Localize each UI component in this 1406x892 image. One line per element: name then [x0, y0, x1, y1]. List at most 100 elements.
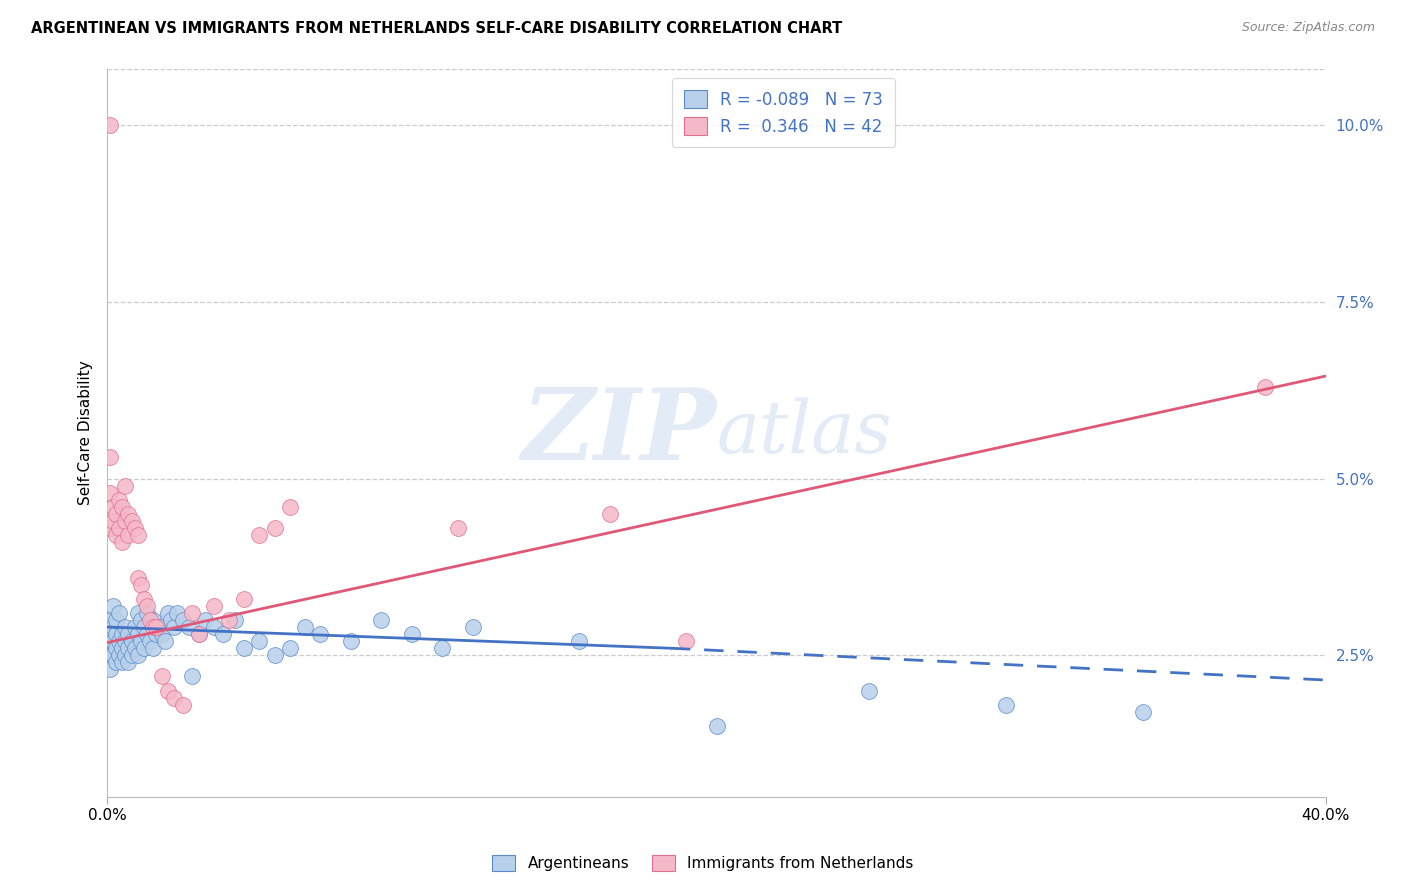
Point [132, 620, 155, 634]
Point [105, 641, 128, 656]
Point [127, 606, 149, 620]
Point [127, 648, 149, 663]
Point [249, 528, 271, 542]
Text: Source: ZipAtlas.com: Source: ZipAtlas.com [1241, 21, 1375, 34]
Point [278, 641, 301, 656]
Point [114, 620, 136, 634]
Point [121, 648, 143, 663]
Point [124, 620, 146, 634]
Point [599, 507, 621, 521]
Point [172, 698, 194, 712]
Point [157, 683, 180, 698]
Point [157, 606, 180, 620]
Point [117, 507, 139, 521]
Point [121, 514, 143, 528]
Point [212, 627, 235, 641]
Point [994, 698, 1017, 712]
Point [179, 620, 201, 634]
Point [111, 500, 134, 514]
Point [145, 627, 167, 641]
Point [153, 634, 176, 648]
Point [111, 535, 134, 549]
Point [172, 613, 194, 627]
Point [139, 634, 162, 648]
Point [706, 719, 728, 733]
Point [233, 641, 256, 656]
Point [108, 521, 131, 535]
Point [278, 500, 301, 514]
Point [127, 570, 149, 584]
Point [160, 613, 183, 627]
Point [1132, 705, 1154, 719]
Point [105, 528, 128, 542]
Point [568, 634, 591, 648]
Point [114, 648, 136, 663]
Point [111, 656, 134, 670]
Point [108, 648, 131, 663]
Point [1254, 379, 1277, 393]
Point [150, 669, 173, 683]
Point [370, 613, 392, 627]
Point [98, 613, 121, 627]
Point [114, 634, 136, 648]
Point [132, 591, 155, 606]
Point [117, 656, 139, 670]
Text: ARGENTINEAN VS IMMIGRANTS FROM NETHERLANDS SELF-CARE DISABILITY CORRELATION CHAR: ARGENTINEAN VS IMMIGRANTS FROM NETHERLAN… [31, 21, 842, 36]
Point [135, 599, 157, 613]
Point [103, 514, 125, 528]
Point [263, 648, 285, 663]
Point [105, 613, 128, 627]
Point [461, 620, 484, 634]
Point [105, 656, 128, 670]
Point [142, 641, 165, 656]
Point [98, 627, 121, 641]
Point [675, 634, 697, 648]
Point [129, 577, 152, 591]
Point [124, 521, 146, 535]
Point [181, 606, 204, 620]
Point [224, 613, 246, 627]
Point [135, 627, 157, 641]
Point [163, 690, 186, 705]
Point [194, 613, 217, 627]
Point [142, 620, 165, 634]
Point [148, 620, 170, 634]
Point [103, 500, 125, 514]
Point [108, 634, 131, 648]
Legend: R = -0.089   N = 73, R =  0.346   N = 42: R = -0.089 N = 73, R = 0.346 N = 42 [672, 78, 896, 147]
Point [111, 641, 134, 656]
Point [129, 613, 152, 627]
Point [139, 613, 162, 627]
Point [309, 627, 332, 641]
Point [98, 485, 121, 500]
Point [127, 528, 149, 542]
Point [98, 521, 121, 535]
Point [117, 528, 139, 542]
Point [233, 591, 256, 606]
Point [117, 641, 139, 656]
Point [121, 634, 143, 648]
Point [132, 641, 155, 656]
Point [98, 450, 121, 465]
Point [181, 669, 204, 683]
Point [432, 641, 454, 656]
Point [98, 118, 121, 132]
Point [103, 648, 125, 663]
Text: atlas: atlas [717, 397, 891, 468]
Point [114, 514, 136, 528]
Point [263, 521, 285, 535]
Point [446, 521, 468, 535]
Point [249, 634, 271, 648]
Point [142, 613, 165, 627]
Y-axis label: Self-Care Disability: Self-Care Disability [79, 360, 93, 505]
Point [166, 606, 188, 620]
Point [103, 620, 125, 634]
Point [340, 634, 363, 648]
Point [98, 634, 121, 648]
Point [103, 599, 125, 613]
Point [111, 627, 134, 641]
Point [98, 662, 121, 676]
Point [858, 683, 880, 698]
Point [218, 613, 240, 627]
Point [105, 627, 128, 641]
